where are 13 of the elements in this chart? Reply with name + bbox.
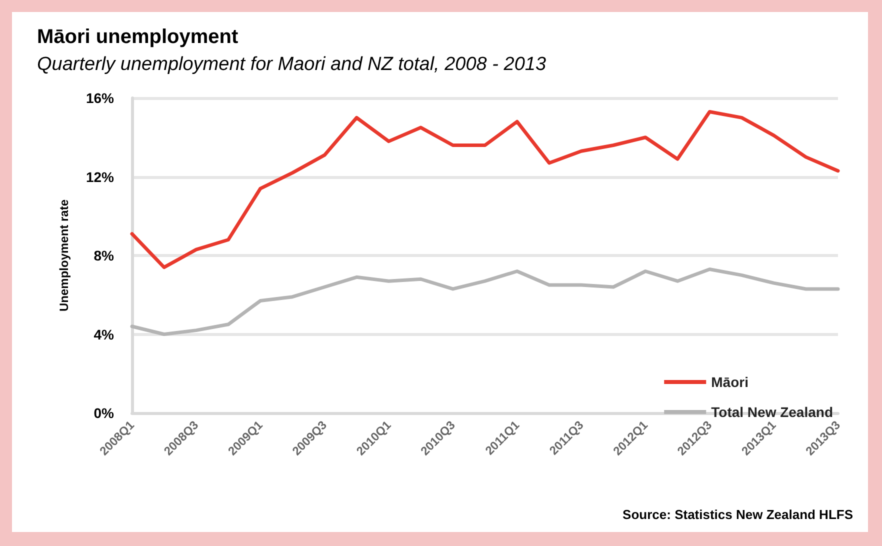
legend-label: Total New Zealand (711, 404, 834, 420)
line-series (130, 268, 840, 336)
chart-subtitle: Quarterly unemployment for Maori and NZ total, 2008 - 2013 (37, 54, 546, 75)
y-tick-label: 8% (94, 248, 115, 264)
y-tick-label: 0% (94, 405, 115, 421)
legend-label: Māori (711, 374, 748, 390)
y-tick-label: 4% (94, 326, 115, 342)
y-axis-title: Unemployment rate (57, 199, 71, 312)
line-series (130, 110, 840, 270)
source-note: Source: Statistics New Zealand HLFS (622, 507, 854, 522)
y-tick-label: 12% (86, 168, 115, 185)
y-tick-label: 16% (86, 90, 115, 106)
chart-title: Māori unemployment (37, 26, 238, 48)
